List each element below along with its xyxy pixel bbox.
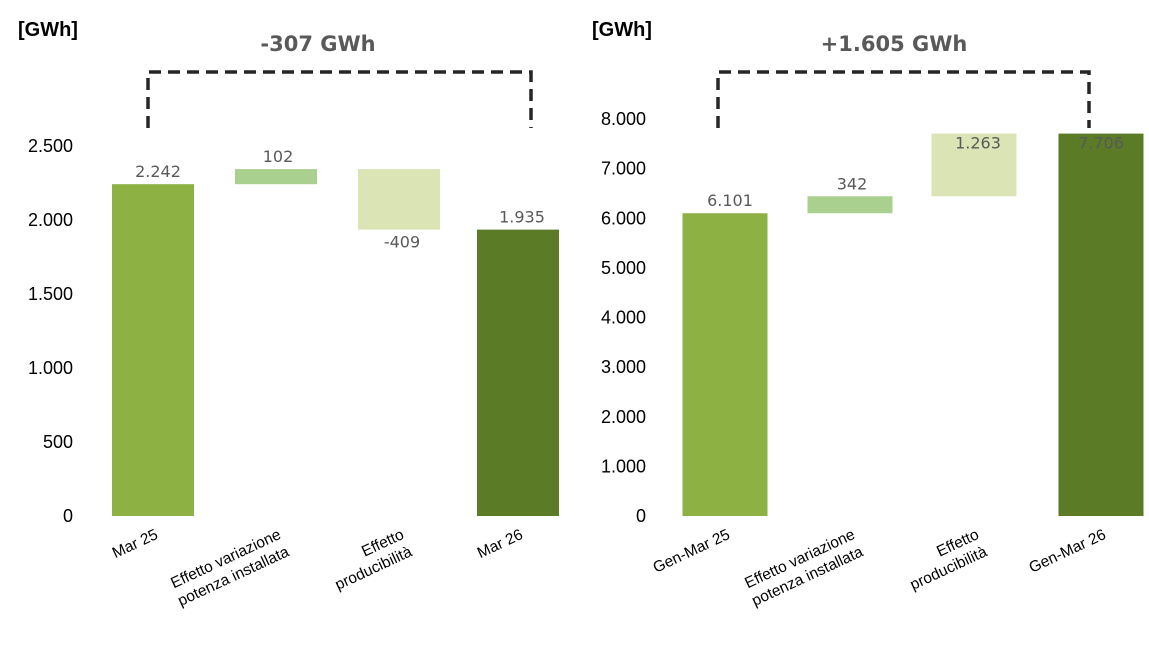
x-tick-label: Gen-Mar 26 (1027, 526, 1109, 576)
y-tick-label: 1.500 (28, 284, 73, 304)
y-tick-label: 3.000 (601, 357, 646, 377)
bar (112, 184, 194, 516)
data-label: 1.935 (499, 208, 545, 227)
y-tick-label: 0 (636, 506, 646, 526)
y-tick-label: 2.000 (28, 210, 73, 230)
chart-2: [GWh] +1.605 GWh 0 1.000 2.000 3.000 4.000 5.00… (592, 19, 1144, 610)
delta-bracket (146, 70, 533, 128)
x-tick-label: Mar 26 (475, 526, 526, 562)
data-label: 6.101 (707, 191, 753, 210)
y-tick-label: 0 (63, 506, 73, 526)
x-tick-label: Mar 25 (110, 526, 161, 562)
bar (477, 229, 559, 516)
bar (931, 133, 1017, 197)
x-tick-label: Effetto variazionepotenza installata (741, 526, 866, 610)
data-label: 7.706 (1078, 134, 1124, 153)
data-label: -409 (384, 233, 420, 252)
y-tick-label: 7.000 (601, 159, 646, 179)
delta-title: -307 GWh (260, 32, 375, 56)
y-tick-label: 1.000 (28, 358, 73, 378)
y-tick-label: 6.000 (601, 208, 646, 228)
data-label: 102 (263, 147, 294, 166)
y-tick-label: 4.000 (601, 308, 646, 328)
y-tick-label: 5.000 (601, 258, 646, 278)
data-label: 342 (837, 174, 868, 193)
bar (235, 169, 317, 185)
y-tick-label: 500 (43, 432, 73, 452)
x-tick-label: Effetto variazionepotenza installata (167, 526, 292, 610)
y-tick-label: 2.500 (28, 136, 73, 156)
data-label: 2.242 (135, 162, 181, 181)
unit-label: [GWh] (18, 19, 78, 41)
chart-1: [GWh] -307 GWh 0 500 1.000 1.500 2.000 2.500 2.2… (18, 19, 559, 610)
data-label: 1.263 (955, 134, 1001, 153)
delta-title: +1.605 GWh (821, 32, 968, 56)
bar (682, 213, 768, 517)
x-tick-label: Gen-Mar 25 (651, 526, 733, 576)
y-tick-label: 2.000 (601, 407, 646, 427)
y-tick-label: 8.000 (601, 109, 646, 129)
bar (807, 196, 893, 214)
unit-label: [GWh] (592, 19, 652, 41)
bar (1058, 133, 1144, 516)
delta-bracket (716, 70, 1091, 128)
x-tick-label: Effettoproducibilità (325, 526, 416, 594)
y-tick-label: 1.000 (601, 456, 646, 476)
x-tick-label: Effettoproducibilità (900, 526, 991, 594)
bar (358, 169, 440, 230)
